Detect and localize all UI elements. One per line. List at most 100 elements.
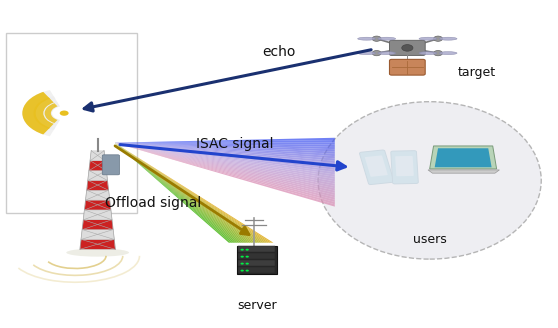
Polygon shape xyxy=(114,143,335,154)
Polygon shape xyxy=(114,138,335,143)
Ellipse shape xyxy=(358,52,376,55)
FancyBboxPatch shape xyxy=(389,40,425,55)
FancyBboxPatch shape xyxy=(102,155,119,175)
Text: Offload signal: Offload signal xyxy=(105,196,201,210)
Polygon shape xyxy=(80,239,115,249)
Polygon shape xyxy=(114,143,335,152)
Wedge shape xyxy=(33,96,57,130)
Polygon shape xyxy=(114,143,335,184)
Polygon shape xyxy=(114,143,233,243)
Polygon shape xyxy=(114,143,335,188)
Circle shape xyxy=(246,256,249,258)
Wedge shape xyxy=(45,103,57,123)
Polygon shape xyxy=(114,143,269,243)
Wedge shape xyxy=(22,92,50,134)
Polygon shape xyxy=(114,143,249,243)
Polygon shape xyxy=(89,161,106,171)
Ellipse shape xyxy=(66,249,129,256)
Ellipse shape xyxy=(378,37,396,40)
Circle shape xyxy=(402,45,413,51)
Text: users: users xyxy=(413,233,446,246)
Ellipse shape xyxy=(378,52,396,55)
Bar xyxy=(238,246,275,252)
Polygon shape xyxy=(114,143,242,243)
Polygon shape xyxy=(114,143,240,243)
Polygon shape xyxy=(435,148,492,167)
Polygon shape xyxy=(114,143,260,243)
Polygon shape xyxy=(114,143,335,174)
Polygon shape xyxy=(114,143,335,177)
Polygon shape xyxy=(114,143,335,158)
Polygon shape xyxy=(85,200,110,210)
Polygon shape xyxy=(114,143,335,197)
Polygon shape xyxy=(114,143,335,165)
FancyBboxPatch shape xyxy=(365,155,388,177)
Polygon shape xyxy=(114,143,247,243)
Polygon shape xyxy=(430,146,497,169)
Polygon shape xyxy=(81,230,114,239)
Polygon shape xyxy=(114,143,251,243)
Polygon shape xyxy=(90,151,105,161)
Polygon shape xyxy=(114,143,273,243)
Text: echo: echo xyxy=(262,46,296,59)
Polygon shape xyxy=(114,143,335,179)
Polygon shape xyxy=(114,143,335,202)
Bar xyxy=(238,260,275,266)
Circle shape xyxy=(246,249,249,251)
Wedge shape xyxy=(45,102,60,124)
Circle shape xyxy=(434,51,442,56)
Polygon shape xyxy=(86,190,109,200)
Text: ISAC signal: ISAC signal xyxy=(196,137,273,151)
Polygon shape xyxy=(114,143,335,193)
Bar xyxy=(238,267,275,273)
Ellipse shape xyxy=(439,52,457,55)
Circle shape xyxy=(372,51,381,56)
Polygon shape xyxy=(114,143,264,243)
Polygon shape xyxy=(114,143,335,147)
Polygon shape xyxy=(114,143,267,243)
Text: server: server xyxy=(237,298,277,312)
Polygon shape xyxy=(88,171,107,180)
Ellipse shape xyxy=(419,52,437,55)
Polygon shape xyxy=(114,143,335,170)
Polygon shape xyxy=(114,143,335,195)
Polygon shape xyxy=(114,143,231,243)
Polygon shape xyxy=(114,140,335,143)
Circle shape xyxy=(372,36,381,41)
Polygon shape xyxy=(114,143,335,163)
Polygon shape xyxy=(114,143,335,168)
Polygon shape xyxy=(114,143,335,161)
Circle shape xyxy=(240,263,244,265)
Ellipse shape xyxy=(318,102,541,259)
Polygon shape xyxy=(114,143,238,243)
Polygon shape xyxy=(83,220,113,230)
Polygon shape xyxy=(114,143,335,149)
Bar xyxy=(238,253,275,259)
Polygon shape xyxy=(114,143,335,191)
Ellipse shape xyxy=(419,37,437,40)
Polygon shape xyxy=(87,180,108,190)
Polygon shape xyxy=(114,143,262,243)
Circle shape xyxy=(434,36,442,41)
Polygon shape xyxy=(428,170,499,173)
FancyBboxPatch shape xyxy=(391,151,418,184)
Polygon shape xyxy=(84,210,112,220)
Polygon shape xyxy=(114,143,335,156)
Polygon shape xyxy=(114,143,335,186)
Polygon shape xyxy=(114,143,258,243)
Polygon shape xyxy=(114,143,256,243)
Circle shape xyxy=(240,270,244,272)
Polygon shape xyxy=(114,143,235,243)
Text: target: target xyxy=(458,66,496,79)
Polygon shape xyxy=(114,143,335,204)
Polygon shape xyxy=(114,143,244,243)
Polygon shape xyxy=(114,143,335,200)
Circle shape xyxy=(60,111,69,116)
Wedge shape xyxy=(22,90,55,136)
Polygon shape xyxy=(114,143,335,172)
Wedge shape xyxy=(33,97,54,129)
Polygon shape xyxy=(114,143,253,243)
Polygon shape xyxy=(114,143,271,243)
Bar xyxy=(6,33,137,213)
Polygon shape xyxy=(114,143,335,207)
